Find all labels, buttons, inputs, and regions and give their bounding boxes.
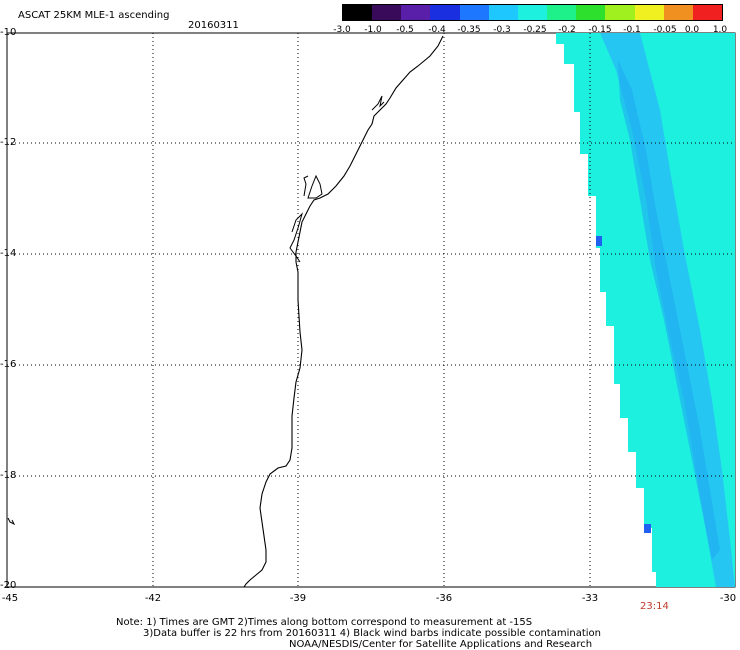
colorbar: [342, 4, 723, 21]
colorbar-segment: [692, 5, 723, 20]
colorbar-label: -0.35: [457, 25, 481, 35]
colorbar-segment: [663, 5, 693, 20]
ascat-swath: [556, 33, 735, 587]
colorbar-segment: [459, 5, 489, 20]
lat-label: -12: [0, 137, 17, 148]
date-label: 20160311: [188, 20, 239, 31]
colorbar-label: -0.2: [558, 25, 576, 35]
colorbar-segment: [576, 5, 606, 20]
colorbar-label: -1.0: [364, 25, 382, 35]
colorbar-segment: [343, 5, 373, 20]
footnote-line-1: Note: 1) Times are GMT 2)Times along bot…: [116, 617, 533, 628]
colorbar-label: -3.0: [333, 25, 351, 35]
lat-label: -16: [0, 359, 17, 370]
colorbar-segment: [547, 5, 577, 20]
colorbar-segment: [517, 5, 548, 20]
lon-label: -30: [719, 593, 737, 604]
footnote-line-2: 3)Data buffer is 22 hrs from 20160311 4)…: [143, 628, 601, 639]
lat-label: -10: [0, 27, 17, 38]
lon-label: -36: [435, 593, 453, 604]
colorbar-label: 1.0: [712, 25, 728, 35]
colorbar-segment: [488, 5, 518, 20]
colorbar-labels: -3.0 -1.0 -0.5 -0.4 -0.35 -0.3 -0.25 -0.…: [332, 25, 732, 37]
swath-edge-pixel: [644, 524, 651, 533]
lon-label: -39: [289, 593, 307, 604]
grid-lines: [7, 33, 735, 587]
colorbar-segment: [401, 5, 431, 20]
coastline: [243, 35, 444, 588]
lon-label: -42: [144, 593, 162, 604]
colorbar-label: -0.5: [396, 25, 414, 35]
lat-label: -18: [0, 470, 17, 481]
colorbar-label: -0.3: [493, 25, 511, 35]
colorbar-label: -0.1: [623, 25, 641, 35]
footnote-line-3: NOAA/NESDIS/Center for Satellite Applica…: [289, 639, 593, 650]
colorbar-label: -0.15: [588, 25, 612, 35]
colorbar-segment: [634, 5, 664, 20]
bay-feature: [289, 212, 304, 263]
colorbar-label: -0.25: [523, 25, 547, 35]
lat-label: -14: [0, 248, 17, 259]
chart-title: ASCAT 25KM MLE-1 ascending: [18, 10, 170, 21]
offshore-mark: [7, 517, 16, 526]
swath-time-label: 23:14: [640, 601, 669, 612]
bay-feature: [303, 174, 323, 199]
estuary-feature: [371, 95, 385, 111]
colorbar-label: 0.0: [684, 25, 700, 35]
swath-edge-pixel: [596, 236, 602, 246]
colorbar-segment: [605, 5, 635, 20]
colorbar-label: -0.05: [653, 25, 677, 35]
swath-band-inner: [618, 60, 720, 560]
colorbar-label: -0.4: [428, 25, 446, 35]
lat-label: -20: [0, 580, 17, 591]
lon-label: -45: [1, 593, 19, 604]
lon-label: -33: [581, 593, 599, 604]
colorbar-segment: [372, 5, 402, 20]
colorbar-segment: [430, 5, 460, 20]
